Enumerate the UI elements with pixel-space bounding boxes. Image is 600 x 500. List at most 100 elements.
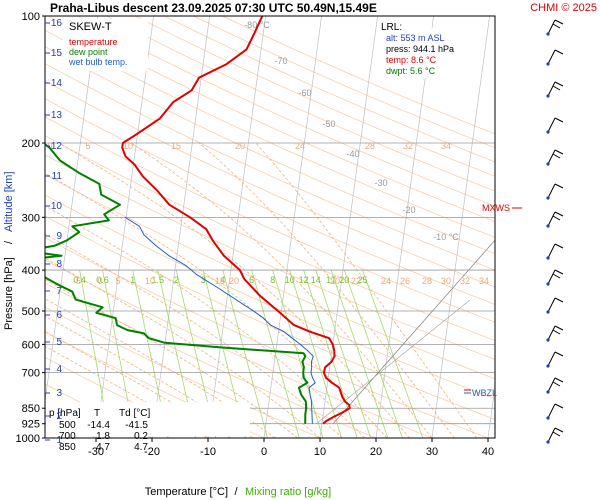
x-tick-label: 10: [314, 446, 326, 458]
y-axis-title: Pressure [hPa] / Altitude [km]: [3, 171, 15, 330]
altitude-tick-label: 8: [56, 259, 62, 270]
table-cell-dewpoint: 4.7: [134, 442, 148, 453]
theta-label: 34: [441, 141, 451, 151]
isotherm: [45, 16, 98, 404]
table-cell-pressure: 500: [59, 420, 76, 431]
y-tick-label: 200: [22, 138, 40, 150]
theta-label: 28: [422, 276, 432, 286]
altitude-tick-label: 6: [56, 310, 62, 321]
dry-adiabat: [45, 98, 495, 305]
theta-label: 10: [145, 276, 155, 286]
moist-adiabat: [45, 257, 321, 438]
theta-label: 20: [235, 141, 245, 151]
x-axis-label-temperature: Temperature [°C]: [145, 486, 228, 498]
theta-label: -5: [73, 276, 81, 286]
mixing-ratio-label: 25: [357, 275, 367, 285]
mixing-ratio-label: 3: [201, 275, 206, 285]
dry-adiabat: [45, 63, 495, 271]
info-box: LRL: alt: 553 m ASL press: 944.1 hPa tem…: [380, 22, 473, 78]
altitude-tick-label: 10: [51, 201, 63, 212]
y-tick-label: 925: [22, 419, 40, 431]
mixing-ratio-line: [362, 269, 424, 438]
y-tick-label: 300: [22, 212, 40, 224]
legend-item-dew-point: dew point: [69, 47, 108, 57]
wind-barb: [546, 403, 564, 420]
info-altitude: alt: 553 m ASL: [386, 33, 445, 43]
isotherm-label: -30: [374, 178, 387, 188]
wind-barb: [546, 325, 564, 342]
mixing-ratio-line: [330, 269, 389, 438]
x-tick-label: 30: [426, 446, 438, 458]
info-dewpoint: dwpt: 5.6 °C: [386, 66, 436, 76]
mixing-ratio-label: 6: [249, 275, 254, 285]
dry-adiabat: [45, 80, 495, 288]
altitude-tick-label: 14: [51, 78, 63, 89]
mixing-ratio-line: [315, 269, 371, 438]
table-header-p: p [hPa]: [49, 408, 81, 419]
theta-label: 10: [123, 141, 133, 151]
dry-adiabat: [45, 29, 495, 238]
theta-label: 20: [330, 276, 340, 286]
theta-label: 0: [97, 276, 102, 286]
altitude-tick-label: 2: [56, 411, 62, 422]
chart-title: Praha-Libus descent 23.09.2025 07:30 UTC…: [50, 1, 377, 15]
altitude-tick-label: 12: [51, 141, 63, 152]
isotherm: [431, 16, 490, 438]
mixing-ratio-line: [272, 269, 324, 438]
mixing-ratio-label: 0.4: [73, 275, 86, 285]
theta-label: 20: [229, 276, 239, 286]
x-axis-label-separator: /: [234, 486, 238, 498]
table-cell-temperature: 4.7: [96, 442, 110, 453]
parcel-line: [316, 299, 471, 424]
altitude-tick-label: 15: [51, 48, 63, 59]
x-axis-label-mixing-ratio: Mixing ratio [g/kg]: [245, 486, 331, 498]
mixing-ratio-label: 12: [299, 275, 309, 285]
mixing-ratio-label: 17: [326, 275, 336, 285]
theta-label: 32: [403, 141, 413, 151]
mixing-ratio-label: 0.6: [96, 275, 109, 285]
legend-heading: SKEW-T: [69, 21, 112, 33]
dry-adiabat: [48, 16, 495, 222]
lrl-label: LRL:: [381, 22, 402, 33]
y-tick-label: 400: [22, 265, 40, 277]
series-dew-point: [45, 143, 309, 424]
mixing-ratio-label: 10: [285, 275, 295, 285]
theta-label: 24: [381, 276, 391, 286]
info-temperature: temp: 8.6 °C: [386, 55, 437, 65]
wind-barb: [546, 149, 564, 166]
mixing-ratio-label: 1.5: [152, 275, 165, 285]
theta-label: 15: [171, 141, 181, 151]
wind-barb: [546, 351, 564, 368]
y-axis-label-separator: /: [3, 240, 15, 244]
theta-label: 28: [365, 141, 375, 151]
y-tick-label: 850: [22, 403, 40, 415]
mxws-marker: MXWS: [482, 203, 510, 213]
isotherm: [151, 16, 210, 438]
wind-barbs: [546, 19, 564, 444]
y-tick-label: 600: [22, 339, 40, 351]
wind-barb: [546, 297, 564, 314]
theta-label: 15: [215, 276, 225, 286]
isotherm: [207, 16, 266, 438]
isotherm: [319, 16, 378, 438]
table-cell-temperature: 1.8: [96, 431, 110, 442]
x-tick-label: -10: [200, 446, 216, 458]
wind-barb: [546, 243, 564, 260]
wind-barb: [546, 211, 564, 228]
altitude-tick-label: 7: [56, 286, 62, 297]
theta-label: 32: [460, 276, 470, 286]
y-tick-label: 100: [22, 11, 40, 23]
copyright-label: CHMI © 2025: [530, 2, 597, 14]
legend-item-temperature: temperature: [69, 37, 118, 47]
y-tick-label: 700: [22, 368, 40, 380]
mixing-ratio-line: [222, 269, 268, 438]
altitude-tick-label: 16: [51, 18, 63, 29]
table-header-t: T: [94, 408, 100, 419]
isotherm: [487, 384, 495, 438]
mixing-ratio-label: 1: [130, 275, 135, 285]
dry-adiabat: [77, 16, 495, 207]
table-header-td: Td [°C]: [119, 408, 150, 419]
isotherm-label: -40: [346, 149, 359, 159]
x-tick-label: 20: [370, 446, 382, 458]
